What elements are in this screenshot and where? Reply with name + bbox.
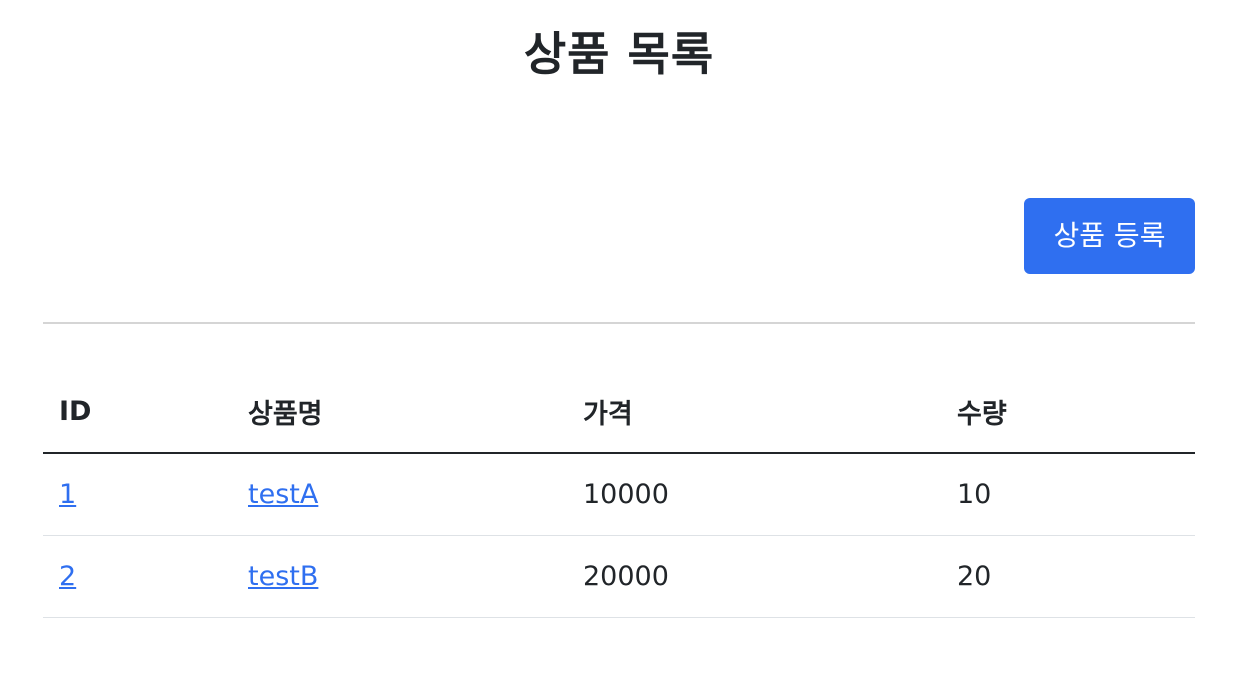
column-header-quantity: 수량 xyxy=(941,370,1195,454)
table-row: 2 testB 20000 20 xyxy=(43,535,1195,618)
product-table: ID 상품명 가격 수량 1 testA 10000 10 2 xyxy=(43,370,1195,618)
column-header-price: 가격 xyxy=(567,370,941,454)
cell-name: testB xyxy=(232,535,567,618)
divider xyxy=(43,322,1195,324)
cell-quantity: 20 xyxy=(941,535,1195,618)
column-header-name: 상품명 xyxy=(232,370,567,454)
cell-quantity: 10 xyxy=(941,453,1195,536)
product-id-link[interactable]: 1 xyxy=(59,479,77,510)
page-title: 상품 목록 xyxy=(523,27,715,81)
product-name-link[interactable]: testA xyxy=(248,479,319,510)
cell-id: 1 xyxy=(43,453,232,536)
product-name-link[interactable]: testB xyxy=(248,561,319,592)
product-id-link[interactable]: 2 xyxy=(59,561,77,592)
cell-name: testA xyxy=(232,453,567,536)
cell-price: 10000 xyxy=(567,453,941,536)
table-header-row: ID 상품명 가격 수량 xyxy=(43,370,1195,454)
cell-price: 20000 xyxy=(567,535,941,618)
table-row: 1 testA 10000 10 xyxy=(43,453,1195,536)
cell-id: 2 xyxy=(43,535,232,618)
column-header-id: ID xyxy=(43,370,232,454)
register-product-button[interactable]: 상품 등록 xyxy=(1024,198,1195,274)
